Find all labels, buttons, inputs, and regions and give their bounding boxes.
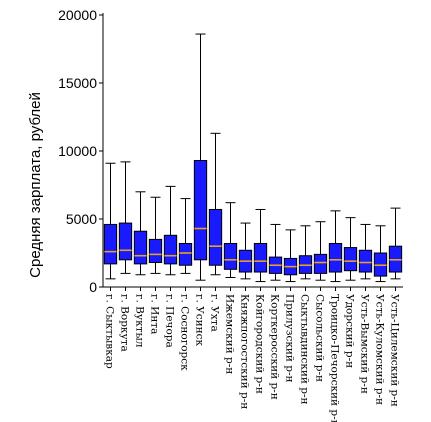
x-tick-label: г. Вуктыл xyxy=(134,294,146,348)
x-tick-label: Усть-Цилемский р-н xyxy=(389,294,401,407)
box-15 xyxy=(313,221,328,281)
y-tick-label: 15000 xyxy=(58,75,97,91)
box-3 xyxy=(133,191,148,276)
x-tick-label: Удорский р-н xyxy=(344,294,356,368)
box-18 xyxy=(358,223,373,280)
x-tick-label: Сыктывдинский р-н xyxy=(299,294,311,405)
x-tick-label: Княжпогостский р-н xyxy=(239,294,251,409)
box-iqr xyxy=(118,222,133,261)
y-tick-label: 0 xyxy=(89,279,97,295)
x-tick-label: Койгородский р-н xyxy=(254,294,266,394)
x-tick-label: Троицко-Печорский р-н xyxy=(329,294,341,422)
box-17 xyxy=(343,217,358,281)
box-iqr xyxy=(253,242,268,273)
x-tick-label: Усть-Куломский р-н xyxy=(374,294,386,405)
box-iqr xyxy=(223,242,238,270)
box-8 xyxy=(208,132,223,276)
box-iqr xyxy=(133,230,148,265)
box-11 xyxy=(253,208,268,283)
y-axis-label: Средняя зарплата, рублей xyxy=(27,92,44,278)
box-1 xyxy=(103,162,118,280)
x-tick-label: Ижемский р-н xyxy=(224,294,236,374)
x-tick-label: Усть-Вымский р-н xyxy=(359,294,371,394)
box-14 xyxy=(298,225,313,280)
box-iqr xyxy=(208,208,223,266)
y-tick-label: 5000 xyxy=(66,211,97,227)
box-iqr xyxy=(178,242,193,266)
box-iqr xyxy=(343,247,358,272)
box-iqr xyxy=(358,249,373,273)
box-12 xyxy=(268,223,283,281)
box-16 xyxy=(328,210,343,283)
y-tick-label: 10000 xyxy=(58,143,97,159)
box-iqr xyxy=(148,238,163,264)
x-tick-label: г. Ухта xyxy=(209,294,221,332)
x-tick-label: г. Инта xyxy=(149,294,161,334)
y-tick-label: 20000 xyxy=(58,7,97,23)
box-20 xyxy=(388,207,403,280)
x-tick-label: г. Сыктывкар xyxy=(104,294,116,369)
box-5 xyxy=(163,185,178,276)
x-tick-label: Прилузский р-н xyxy=(284,294,296,383)
box-7 xyxy=(193,33,208,281)
x-ticks: г. Сыктывкар г. Воркута г. Вуктыл г. Инта г.… xyxy=(104,287,401,422)
box-iqr xyxy=(103,223,118,265)
box-4 xyxy=(148,196,163,274)
x-tick-label: Сысольский р-н xyxy=(314,294,326,382)
y-ticks: 0 5000 10000 15000 20000 xyxy=(58,7,103,295)
x-tick-label: г. Усинск xyxy=(194,294,206,347)
box-6 xyxy=(178,198,193,274)
box-iqr xyxy=(328,242,343,273)
box-9 xyxy=(223,202,238,278)
box-2 xyxy=(118,161,133,274)
x-tick-label: г. Воркута xyxy=(119,294,131,352)
x-tick-label: г. Сосногорск xyxy=(179,294,191,371)
x-tick-label: г. Печора xyxy=(164,294,176,348)
box-10 xyxy=(238,222,253,280)
box-19 xyxy=(373,225,388,283)
box-13 xyxy=(283,229,298,283)
box-iqr xyxy=(313,253,328,274)
x-tick-label: Корткеросский р-н xyxy=(269,294,281,400)
box-iqr xyxy=(163,234,178,265)
box-iqr xyxy=(193,160,208,261)
axes xyxy=(102,13,403,288)
boxes xyxy=(103,33,403,283)
